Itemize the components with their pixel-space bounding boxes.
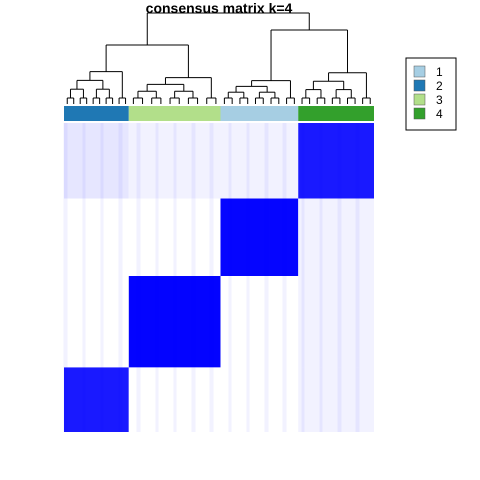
heatmap-block-r1-c1 bbox=[220, 198, 299, 277]
heatmap-block-r2-c4 bbox=[298, 367, 374, 432]
legend-swatch-1 bbox=[413, 65, 426, 78]
heatmap-block-r4-c4 bbox=[298, 123, 374, 199]
heatmap-block-r4-c1 bbox=[220, 123, 299, 199]
legend-swatch-4 bbox=[413, 107, 426, 120]
legend-swatch-3 bbox=[413, 93, 426, 106]
heatmap-block-r2-c2 bbox=[64, 367, 129, 432]
column-dendrogram bbox=[66, 12, 371, 104]
legend-label-3: 3 bbox=[436, 93, 443, 107]
heatmap-block-r4-c3 bbox=[128, 123, 221, 199]
legend-label-1: 1 bbox=[436, 65, 443, 79]
heatmap-block-r3-c4 bbox=[298, 276, 374, 368]
annotation-segment-1 bbox=[220, 106, 299, 121]
heatmap-block-r2-c1 bbox=[220, 367, 299, 432]
heatmap-block-r1-c2 bbox=[64, 198, 129, 277]
annotation-segment-2 bbox=[64, 106, 129, 121]
heatmap-block-r2-c3 bbox=[128, 367, 221, 432]
heatmap-block-r1-c4 bbox=[298, 198, 374, 277]
chart-title: consensus matrix k=4 bbox=[146, 0, 293, 16]
column-annotation-bar bbox=[64, 106, 374, 121]
heatmap-block-r1-c3 bbox=[128, 198, 221, 277]
legend-label-4: 4 bbox=[436, 107, 443, 121]
annotation-segment-3 bbox=[128, 106, 221, 121]
heatmap-block-r3-c2 bbox=[64, 276, 129, 368]
heatmap-block-r3-c3 bbox=[128, 276, 221, 368]
legend-swatch-2 bbox=[413, 79, 426, 92]
heatmap-body bbox=[63, 123, 374, 432]
annotation-segment-4 bbox=[298, 106, 374, 121]
heatmap-block-r3-c1 bbox=[220, 276, 299, 368]
legend-frame bbox=[405, 57, 457, 131]
heatmap-block-r4-c2 bbox=[64, 123, 129, 199]
legend-label-2: 2 bbox=[436, 79, 443, 93]
